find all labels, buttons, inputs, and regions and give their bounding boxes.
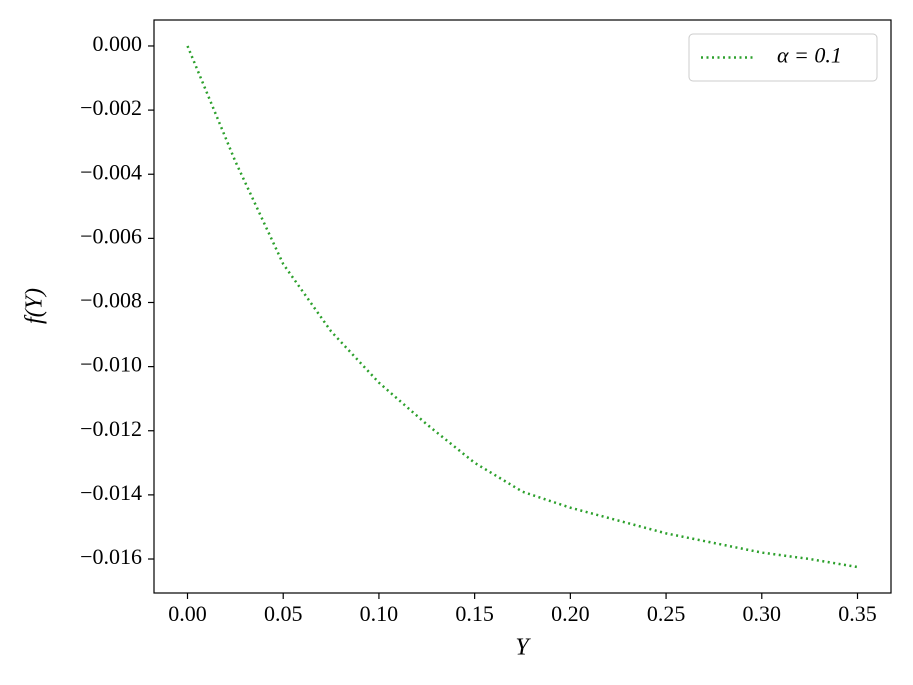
legend-box [688,33,878,82]
x-tick-label: 0.00 [168,601,207,626]
plot-frame [153,19,892,594]
x-tick-label: 0.15 [455,601,494,626]
y-tick-label: −0.014 [80,480,142,505]
x-tick-label: 0.05 [264,601,303,626]
y-tick-label: −0.004 [80,159,142,184]
y-tick-label: −0.006 [80,223,142,248]
x-tick-label: 0.25 [647,601,686,626]
x-tick-label: 0.30 [743,601,782,626]
legend-label: α = 0.1 [777,43,842,68]
y-tick-label: −0.008 [80,288,142,313]
y-tick-label: −0.012 [80,416,142,441]
y-tick-label: −0.016 [80,544,142,569]
x-tick-label: 0.20 [551,601,590,626]
y-tick-label: −0.002 [80,95,142,120]
series-line [186,45,858,569]
y-axis-label: f(Y) [22,288,48,324]
x-tick-label: 0.35 [838,601,877,626]
y-tick-label: −0.010 [80,352,142,377]
y-tick-label: 0.000 [93,31,143,56]
x-axis-label: Y [515,635,531,661]
x-tick-label: 0.10 [360,601,399,626]
